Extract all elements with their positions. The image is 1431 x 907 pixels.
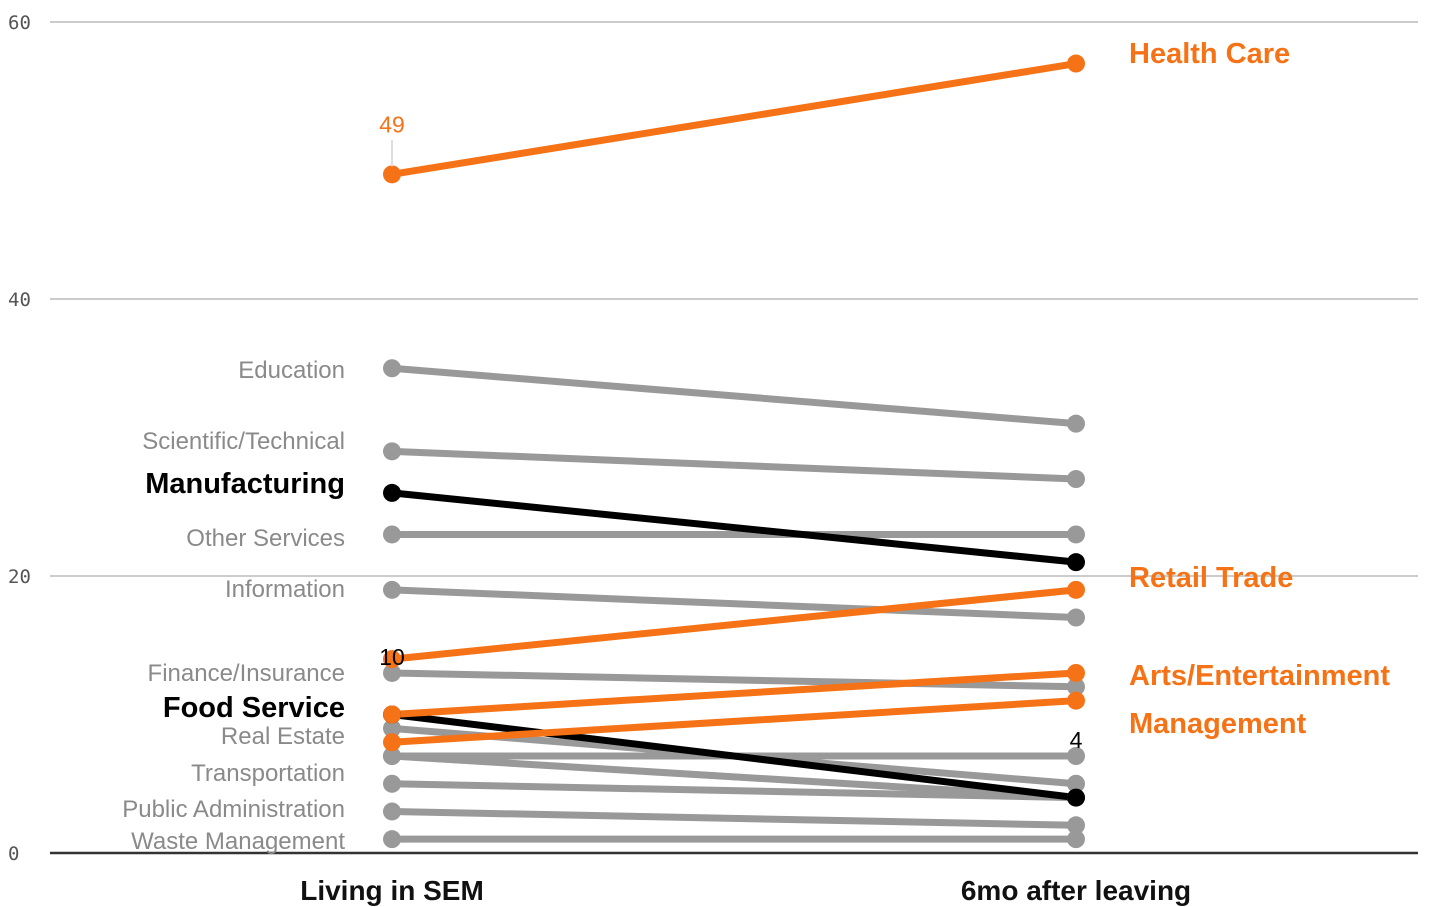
series-label-health-care: Health Care	[1129, 38, 1290, 70]
data-point-retail-trade-after	[1067, 580, 1085, 599]
data-point-unlabeled-13-living	[383, 747, 401, 766]
data-point-arts-entertainment-after	[1067, 663, 1085, 682]
data-label-4: 4	[1070, 727, 1083, 753]
series-label-scientific-technical: Scientific/Technical	[142, 428, 345, 455]
data-point-food-service-after	[1067, 788, 1085, 807]
x-tick-label-living-in-sem: Living in SEM	[300, 875, 484, 906]
series-lines	[388, 60, 1080, 843]
data-point-management-living	[383, 733, 401, 752]
y-tick-label-40: 40	[8, 289, 31, 311]
data-point-waste-management-after	[1067, 830, 1085, 849]
series-label-manufacturing: Manufacturing	[145, 468, 345, 500]
data-point-information-living	[383, 580, 401, 599]
series-line-finance-insurance	[388, 669, 1080, 691]
series-line-manufacturing	[388, 489, 1080, 566]
series-line-unlabeled-15	[388, 807, 1080, 829]
gridlines: 0 20 40 60	[8, 12, 1418, 865]
series-label-public-administration: Public Administration	[122, 796, 345, 823]
series-label-finance-insurance: Finance/Insurance	[148, 660, 345, 687]
series-label-retail-trade: Retail Trade	[1129, 562, 1293, 594]
data-point-real-estate-after	[1067, 774, 1085, 793]
series-line-health-care	[388, 60, 1080, 178]
data-point-public-administration-living	[383, 774, 401, 793]
series-line-public-administration	[388, 780, 1080, 802]
data-point-scientific-technical-living	[383, 442, 401, 461]
data-point-management-after	[1067, 691, 1085, 710]
data-point-education-after	[1067, 414, 1085, 433]
series-label-arts-entertainment: Arts/Entertainment	[1129, 660, 1390, 692]
data-label-10: 10	[379, 644, 405, 670]
series-label-real-estate: Real Estate	[221, 723, 345, 750]
x-tick-label-6mo-after-leaving: 6mo after leaving	[961, 875, 1191, 906]
data-point-information-after	[1067, 608, 1085, 627]
series-line-food-service	[388, 711, 1080, 802]
data-point-manufacturing-after	[1067, 553, 1085, 572]
y-tick-label-20: 20	[8, 566, 31, 588]
series-line-information	[388, 586, 1080, 622]
series-label-other-services: Other Services	[186, 525, 345, 552]
series-label-education: Education	[238, 357, 345, 384]
series-line-unlabeled-13	[388, 752, 1080, 802]
data-point-unlabeled-15-after	[1067, 816, 1085, 835]
series-line-education	[388, 364, 1080, 428]
series-label-transportation: Transportation	[191, 760, 345, 787]
series-line-arts-entertainment	[388, 669, 1080, 718]
y-tick-label-60: 60	[8, 12, 31, 34]
data-label-49: 49	[379, 111, 405, 137]
data-point-health-care-living	[383, 165, 401, 184]
series-label-food-service: Food Service	[163, 692, 345, 724]
data-point-transportation-after	[1067, 747, 1085, 766]
data-point-scientific-technical-after	[1067, 470, 1085, 489]
series-label-management: Management	[1129, 708, 1307, 740]
y-tick-label-0: 0	[8, 843, 19, 865]
data-point-other-services-living	[383, 525, 401, 544]
data-point-education-living	[383, 359, 401, 378]
data-point-health-care-after	[1067, 54, 1085, 73]
series-label-information: Information	[225, 576, 345, 603]
series-line-management	[388, 697, 1080, 746]
data-point-manufacturing-living	[383, 483, 401, 502]
data-point-finance-insurance-living	[383, 663, 401, 682]
series-line-scientific-technical	[388, 447, 1080, 483]
data-point-other-services-after	[1067, 525, 1085, 544]
data-point-unlabeled-15-living	[383, 802, 401, 821]
series-line-retail-trade	[388, 586, 1080, 663]
data-point-retail-trade-living	[383, 650, 401, 669]
series-labels: Health Care Education Scientific/Technical…	[122, 38, 1390, 855]
data-point-arts-entertainment-living	[383, 705, 401, 724]
data-point-waste-management-living	[383, 830, 401, 849]
series-label-waste-management: Waste Management	[131, 828, 345, 855]
data-point-real-estate-living	[383, 719, 401, 738]
series-points	[383, 54, 1085, 849]
x-axis: Living in SEM 6mo after leaving	[300, 875, 1191, 906]
data-point-finance-insurance-after	[1067, 677, 1085, 696]
